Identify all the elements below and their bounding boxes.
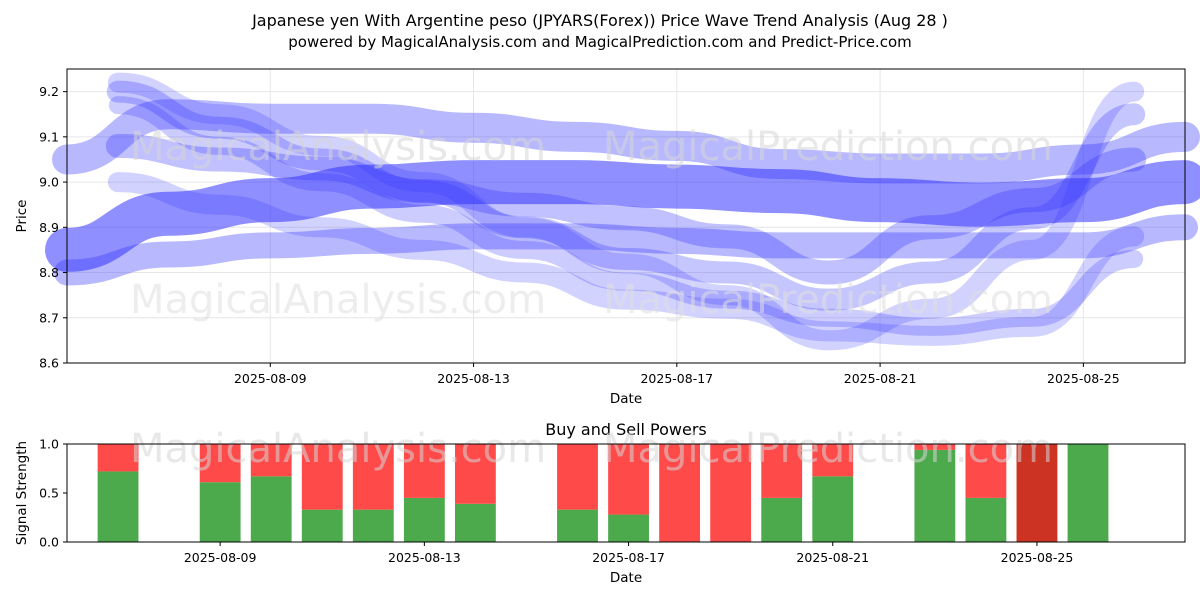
price-y-tick-label: 9.2 [39, 84, 59, 99]
wave-series-wave-main [45, 160, 1200, 272]
sell-bar-2025-08-09 [199, 444, 241, 483]
buy-sell-y-tick-label: 1.0 [39, 437, 59, 452]
buy-bar-2025-08-10 [250, 476, 292, 542]
buy-bar-2025-08-26 [1067, 444, 1109, 542]
price-y-tick-label: 8.7 [39, 310, 59, 325]
watermark-prediction-bottom: MagicalPrediction.com [603, 426, 1053, 472]
buy-sell-plot: Buy and Sell Powers MagicalAnalysis.com … [14, 420, 1186, 586]
buy-bar-2025-08-17 [608, 514, 649, 542]
wave-series-wave-falling-3 [107, 72, 1145, 351]
buy-bar-2025-08-16 [557, 509, 598, 542]
sell-bar-2025-08-16 [557, 444, 598, 510]
buy-sell-x-tick-label: 2025-08-13 [388, 550, 461, 565]
buy-sell-x-axis-title: Date [610, 570, 642, 586]
price-y-tick-label: 8.9 [39, 220, 59, 235]
buy-sell-x-tick-label: 2025-08-21 [796, 550, 869, 565]
buy-sell-y-ticks: 0.0 0.5 1.0 [39, 437, 67, 550]
buy-bar-2025-08-09 [199, 482, 241, 542]
buy-sell-x-tick-label: 2025-08-09 [184, 550, 257, 565]
sell-bar-2025-08-21 [812, 444, 854, 477]
sell-bar-2025-08-12 [352, 444, 394, 510]
wave-series-wave-upper [52, 99, 1200, 184]
chart-subtitle: powered by MagicalAnalysis.com and Magic… [288, 33, 912, 51]
buy-sell-y-tick-label: 0.0 [39, 535, 59, 550]
sell-bar-2025-08-11 [301, 444, 343, 510]
sell-bar-2025-08-23 [914, 444, 956, 450]
wave-series-wave-low [107, 172, 1145, 346]
watermark-analysis-bottom: MagicalAnalysis.com [130, 426, 546, 472]
buy-sell-title: Buy and Sell Powers [545, 420, 707, 439]
buy-sell-x-ticks: 2025-08-09 2025-08-13 2025-08-17 2025-08-21… [184, 542, 1073, 565]
sell-bar-2025-08-14 [454, 444, 496, 504]
sell-bar-2025-08-24 [965, 444, 1007, 498]
wave-series-wave-falling-2 [108, 96, 1144, 336]
price-y-tick-label: 8.6 [39, 356, 59, 371]
buy-bar-2025-08-11 [301, 509, 343, 542]
buy-sell-y-tick-label: 0.5 [39, 486, 59, 501]
price-x-tick-label: 2025-08-21 [844, 371, 917, 386]
sell-bar-2025-08-10 [250, 444, 292, 477]
watermark-prediction-top: MagicalPrediction.com [603, 124, 1053, 170]
price-wave-plot: MagicalAnalysis.com MagicalPrediction.co… [14, 68, 1200, 407]
buy-bar-2025-08-12 [352, 509, 394, 542]
buy-sell-x-tick-label: 2025-08-17 [592, 550, 665, 565]
price-waves [45, 72, 1200, 351]
sell-bar-2025-08-17 [608, 444, 649, 515]
price-x-tick-label: 2025-08-13 [437, 371, 510, 386]
watermark-analysis-mid: MagicalAnalysis.com [130, 277, 546, 323]
price-x-axis-title: Date [610, 391, 642, 407]
wave-series-wave-lower [54, 214, 1198, 286]
sell-bar-2025-08-13 [403, 444, 445, 498]
price-plot-frame [66, 68, 1186, 364]
sell-bar-2025-08-19 [710, 444, 752, 542]
price-y-tick-label: 8.8 [39, 265, 59, 280]
price-x-ticks: 2025-08-09 2025-08-13 2025-08-17 2025-08-21… [234, 363, 1120, 386]
watermark-analysis-top: MagicalAnalysis.com [130, 124, 546, 170]
sell-bar-2025-08-07 [97, 444, 139, 472]
watermark-prediction-mid: MagicalPrediction.com [603, 277, 1053, 323]
buy-bar-2025-08-14 [454, 503, 496, 542]
sell-bar-2025-08-25 [1016, 444, 1058, 542]
wave-series-wave-falling-1 [106, 80, 1146, 311]
wave-series-wave-mid [105, 133, 1147, 285]
chart-title: Japanese yen With Argentine peso (JPYARS… [251, 11, 948, 30]
buy-sell-y-axis-title: Signal Strength [14, 441, 30, 545]
price-y-ticks: 8.6 8.7 8.8 8.9 9.0 9.1 9.2 [39, 84, 67, 371]
buy-bar-2025-08-13 [403, 497, 445, 542]
price-y-tick-label: 9.1 [39, 129, 59, 144]
price-y-axis-title: Price [14, 200, 30, 233]
price-x-tick-label: 2025-08-17 [640, 371, 713, 386]
buy-bar-2025-08-23 [914, 449, 956, 542]
buy-sell-bars [97, 444, 1109, 542]
buy-bar-2025-08-24 [965, 497, 1007, 542]
price-y-tick-label: 9.0 [39, 175, 59, 190]
buy-bar-2025-08-20 [761, 497, 803, 542]
price-x-tick-label: 2025-08-25 [1047, 371, 1120, 386]
buy-bar-2025-08-21 [812, 476, 854, 542]
buy-bar-2025-08-07 [97, 471, 139, 542]
sell-bar-2025-08-20 [761, 444, 803, 498]
buy-sell-x-tick-label: 2025-08-25 [1001, 550, 1074, 565]
price-x-tick-label: 2025-08-09 [234, 371, 307, 386]
sell-bar-2025-08-18 [659, 444, 701, 542]
